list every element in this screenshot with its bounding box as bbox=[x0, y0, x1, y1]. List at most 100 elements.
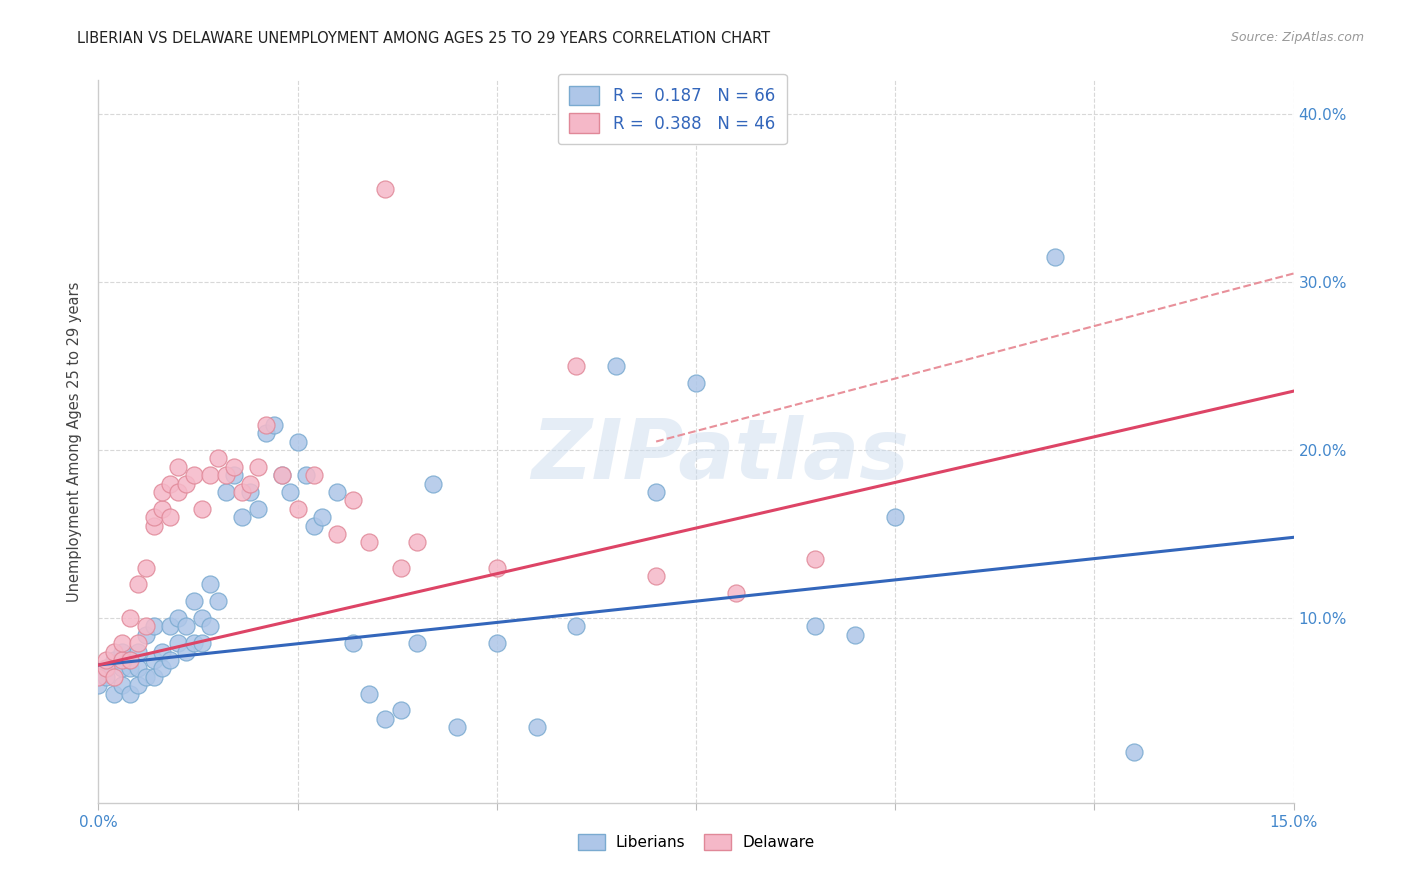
Point bbox=[302, 468, 325, 483]
Point bbox=[198, 577, 221, 591]
Point bbox=[111, 661, 134, 675]
Point bbox=[374, 712, 396, 726]
Point bbox=[120, 653, 142, 667]
Point bbox=[150, 501, 173, 516]
Point bbox=[150, 485, 173, 500]
Point bbox=[167, 459, 190, 474]
Point bbox=[294, 468, 316, 483]
Point bbox=[254, 426, 277, 441]
Point bbox=[96, 661, 118, 675]
Point bbox=[374, 182, 396, 196]
Point bbox=[645, 485, 668, 500]
Point bbox=[804, 619, 827, 633]
Point bbox=[1123, 745, 1146, 759]
Point bbox=[222, 468, 245, 483]
Point bbox=[422, 476, 444, 491]
Point bbox=[127, 644, 149, 658]
Point bbox=[120, 661, 142, 675]
Point bbox=[239, 485, 262, 500]
Point bbox=[198, 468, 221, 483]
Point bbox=[485, 636, 508, 650]
Point bbox=[222, 459, 245, 474]
Point bbox=[191, 636, 214, 650]
Point bbox=[120, 653, 142, 667]
Point bbox=[174, 644, 197, 658]
Point bbox=[191, 501, 214, 516]
Point bbox=[159, 619, 181, 633]
Point bbox=[87, 678, 110, 692]
Point bbox=[143, 510, 166, 524]
Point bbox=[183, 594, 205, 608]
Text: ZIPatlas: ZIPatlas bbox=[531, 416, 908, 497]
Point bbox=[96, 661, 118, 675]
Point bbox=[111, 678, 134, 692]
Point bbox=[215, 485, 238, 500]
Point bbox=[278, 485, 301, 500]
Point bbox=[96, 670, 118, 684]
Point bbox=[111, 653, 134, 667]
Point bbox=[207, 451, 229, 466]
Point bbox=[135, 560, 157, 574]
Point bbox=[804, 552, 827, 566]
Point bbox=[1043, 250, 1066, 264]
Point bbox=[254, 417, 277, 432]
Point bbox=[389, 703, 412, 717]
Legend: Liberians, Delaware: Liberians, Delaware bbox=[572, 829, 820, 856]
Point bbox=[565, 359, 588, 373]
Point bbox=[270, 468, 292, 483]
Point bbox=[884, 510, 907, 524]
Text: Source: ZipAtlas.com: Source: ZipAtlas.com bbox=[1230, 31, 1364, 45]
Point bbox=[685, 376, 707, 390]
Point bbox=[311, 510, 333, 524]
Point bbox=[135, 670, 157, 684]
Point bbox=[143, 619, 166, 633]
Point bbox=[287, 501, 309, 516]
Point bbox=[446, 720, 468, 734]
Point bbox=[103, 687, 125, 701]
Point bbox=[406, 535, 429, 549]
Y-axis label: Unemployment Among Ages 25 to 29 years: Unemployment Among Ages 25 to 29 years bbox=[67, 281, 83, 602]
Point bbox=[359, 535, 381, 549]
Point bbox=[389, 560, 412, 574]
Point bbox=[326, 527, 349, 541]
Point bbox=[174, 476, 197, 491]
Point bbox=[526, 720, 548, 734]
Point bbox=[135, 628, 157, 642]
Point bbox=[167, 611, 190, 625]
Point bbox=[159, 510, 181, 524]
Point bbox=[96, 653, 118, 667]
Point bbox=[645, 569, 668, 583]
Point bbox=[143, 653, 166, 667]
Point bbox=[167, 636, 190, 650]
Point bbox=[263, 417, 285, 432]
Point bbox=[605, 359, 627, 373]
Point bbox=[167, 485, 190, 500]
Point bbox=[143, 518, 166, 533]
Point bbox=[103, 644, 125, 658]
Point bbox=[342, 636, 364, 650]
Point bbox=[135, 619, 157, 633]
Point bbox=[239, 476, 262, 491]
Point bbox=[127, 678, 149, 692]
Point bbox=[565, 619, 588, 633]
Point bbox=[191, 611, 214, 625]
Point bbox=[174, 619, 197, 633]
Point bbox=[103, 670, 125, 684]
Point bbox=[127, 577, 149, 591]
Point bbox=[150, 661, 173, 675]
Point bbox=[198, 619, 221, 633]
Point bbox=[111, 636, 134, 650]
Point bbox=[359, 687, 381, 701]
Point bbox=[215, 468, 238, 483]
Point bbox=[406, 636, 429, 650]
Point bbox=[127, 661, 149, 675]
Point bbox=[287, 434, 309, 449]
Text: LIBERIAN VS DELAWARE UNEMPLOYMENT AMONG AGES 25 TO 29 YEARS CORRELATION CHART: LIBERIAN VS DELAWARE UNEMPLOYMENT AMONG … bbox=[77, 31, 770, 46]
Point bbox=[127, 636, 149, 650]
Point bbox=[844, 628, 866, 642]
Point bbox=[111, 644, 134, 658]
Point bbox=[231, 485, 253, 500]
Point bbox=[150, 644, 173, 658]
Point bbox=[485, 560, 508, 574]
Point bbox=[159, 476, 181, 491]
